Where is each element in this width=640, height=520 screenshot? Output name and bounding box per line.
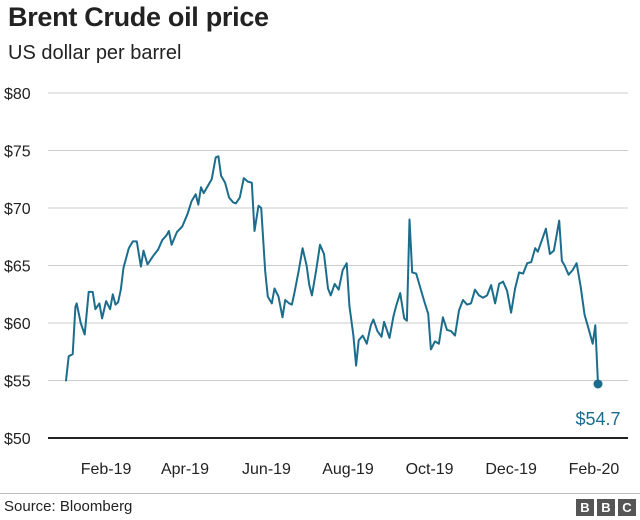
bbc-logo: B B C: [576, 499, 636, 516]
chart-title: Brent Crude oil price: [8, 2, 269, 32]
y-tick-label: $75: [4, 144, 31, 161]
x-tick-label: Oct-19: [406, 461, 454, 478]
y-tick-label: $80: [4, 86, 31, 103]
latest-price-marker: [593, 379, 603, 389]
x-tick-label: Feb-20: [569, 461, 620, 478]
bbc-logo-block: C: [618, 499, 636, 516]
y-tick-label: $65: [4, 259, 31, 276]
price-chart: $50 $55 $60 $65 $70 $75 $80 Feb-19 Apr-19 Jun-19 A…: [4, 86, 628, 478]
y-tick-label: $55: [4, 374, 31, 391]
x-tick-label: Feb-19: [81, 461, 132, 478]
y-tick-label: $70: [4, 201, 31, 218]
y-tick-label: $60: [4, 316, 31, 333]
x-tick-label: Aug-19: [322, 461, 374, 478]
x-tick-label: Apr-19: [161, 461, 209, 478]
x-tick-label: Jun-19: [242, 461, 291, 478]
bbc-logo-block: B: [576, 499, 594, 516]
bbc-logo-block: B: [597, 499, 615, 516]
footer: Source: Bloomberg B B C: [0, 493, 640, 520]
source-note: Source: Bloomberg: [4, 498, 133, 515]
latest-price-label: $54.7: [575, 409, 620, 429]
chart-subtitle: US dollar per barrel: [8, 42, 182, 64]
price-series-line: [65, 155, 599, 385]
y-tick-label: $50: [4, 431, 31, 448]
x-tick-label: Dec-19: [485, 461, 537, 478]
